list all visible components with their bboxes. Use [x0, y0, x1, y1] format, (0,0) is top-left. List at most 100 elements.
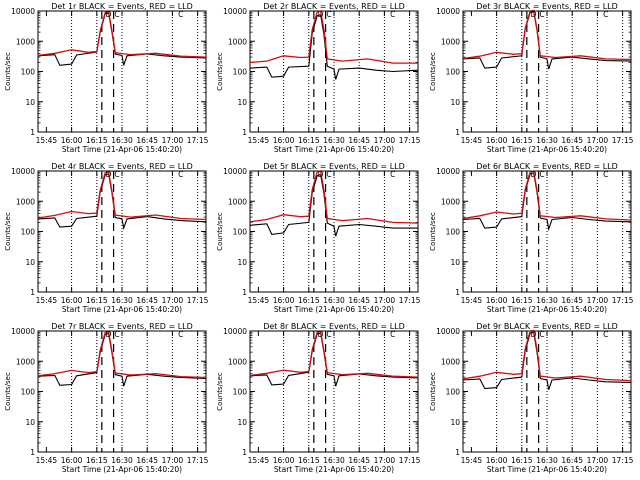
- top-marker-C: C: [390, 330, 395, 339]
- y-tick-label: 1: [242, 288, 247, 297]
- series-lld-line: [37, 10, 207, 58]
- y-tick-label: 1000: [441, 197, 460, 206]
- x-tick-label: 16:15: [511, 456, 533, 465]
- y-tick-label: 100: [21, 68, 36, 77]
- x-tick-label: 17:00: [374, 136, 396, 145]
- x-axis-label: Start Time (21-Apr-06 15:40:20): [487, 465, 607, 474]
- series-lld-line: [37, 171, 207, 221]
- x-tick-label: 16:45: [348, 296, 370, 305]
- x-tick-label: 17:00: [587, 136, 609, 145]
- panel-3: 1 10 100 1000 10000 15:45 16:00 16:15 16:30 16:45…: [429, 2, 634, 154]
- x-tick-label: 15:45: [248, 456, 270, 465]
- y-tick-label: 10000: [11, 7, 35, 16]
- top-marker-D: D: [106, 10, 112, 19]
- y-tick-label: 10000: [223, 327, 247, 336]
- y-tick-label: 100: [21, 388, 36, 397]
- y-tick-label: 10: [25, 418, 35, 427]
- x-tick-label: 16:30: [323, 136, 345, 145]
- top-marker-D: D: [531, 330, 537, 339]
- y-tick-label: 1: [455, 288, 460, 297]
- x-tick-label: 16:45: [348, 456, 370, 465]
- y-axis-label: Counts/sec: [4, 52, 12, 91]
- x-tick-label: 15:45: [248, 136, 270, 145]
- x-tick-label: 15:45: [36, 136, 58, 145]
- top-marker-D: D: [106, 170, 112, 179]
- x-tick-label: 17:00: [374, 456, 396, 465]
- x-axis-label: Start Time (21-Apr-06 15:40:20): [62, 465, 182, 474]
- top-marker-C: C: [178, 10, 183, 19]
- series-lld-line: [462, 170, 632, 221]
- x-tick-label: 15:45: [461, 296, 483, 305]
- x-tick-label: 16:00: [486, 456, 508, 465]
- y-tick-label: 10: [450, 258, 460, 267]
- x-tick-label: 15:45: [461, 136, 483, 145]
- top-marker-C: C: [114, 170, 119, 179]
- top-marker-C: C: [114, 330, 119, 339]
- x-tick-label: 16:45: [348, 136, 370, 145]
- y-tick-label: 1000: [228, 357, 247, 366]
- x-tick-label: 17:15: [187, 136, 209, 145]
- x-tick-label: 15:45: [36, 456, 58, 465]
- y-tick-label: 10000: [436, 327, 460, 336]
- x-axis-label: Start Time (21-Apr-06 15:40:20): [274, 305, 394, 314]
- top-marker-D: D: [531, 10, 537, 19]
- series-lld-line: [249, 330, 419, 378]
- x-tick-label: 17:15: [612, 136, 634, 145]
- y-axis-label: Counts/sec: [429, 212, 437, 251]
- top-marker-D: D: [318, 170, 324, 179]
- x-tick-label: 15:45: [461, 456, 483, 465]
- top-marker-C: C: [326, 330, 331, 339]
- top-marker-C: C: [539, 10, 544, 19]
- x-tick-label: 17:00: [587, 296, 609, 305]
- panel-5: 1 10 100 1000 10000 15:45 16:00 16:15 16:30 16:45…: [216, 162, 421, 314]
- x-tick-label: 17:00: [374, 296, 396, 305]
- x-tick-label: 16:45: [136, 296, 158, 305]
- series-lld-line: [37, 331, 207, 379]
- top-marker-D: D: [318, 10, 324, 19]
- panel-1: 1 10 100 1000 10000 15:45 16:00 16:15 16:30 16:45…: [4, 2, 209, 154]
- x-tick-label: 17:15: [187, 296, 209, 305]
- x-tick-label: 16:00: [61, 296, 83, 305]
- series-lld-line: [462, 9, 632, 61]
- y-tick-label: 1: [455, 448, 460, 457]
- x-tick-label: 16:30: [536, 456, 558, 465]
- top-marker-C: C: [114, 10, 119, 19]
- y-tick-label: 10000: [223, 167, 247, 176]
- x-tick-label: 17:15: [399, 456, 421, 465]
- x-tick-label: 16:30: [111, 136, 133, 145]
- x-tick-label: 15:45: [36, 296, 58, 305]
- y-tick-label: 100: [233, 388, 248, 397]
- top-marker-D: D: [318, 330, 324, 339]
- top-marker-C: C: [390, 170, 395, 179]
- y-tick-label: 1: [242, 128, 247, 137]
- x-tick-label: 16:15: [86, 296, 108, 305]
- x-tick-label: 17:00: [162, 296, 184, 305]
- y-tick-label: 10: [25, 98, 35, 107]
- x-axis-label: Start Time (21-Apr-06 15:40:20): [487, 305, 607, 314]
- x-tick-label: 16:00: [273, 136, 295, 145]
- top-marker-C: C: [178, 330, 183, 339]
- x-tick-label: 16:15: [298, 456, 320, 465]
- y-tick-label: 100: [233, 228, 248, 237]
- x-tick-label: 16:00: [273, 296, 295, 305]
- y-tick-label: 10: [237, 418, 247, 427]
- y-tick-label: 100: [446, 228, 461, 237]
- x-tick-label: 16:00: [486, 136, 508, 145]
- panel-title: Det 5r BLACK = Events, RED = LLD: [263, 162, 405, 171]
- panel-7: 1 10 100 1000 10000 15:45 16:00 16:15 16:30 16:45…: [4, 322, 209, 474]
- y-tick-label: 10000: [436, 7, 460, 16]
- panel-title: Det 1r BLACK = Events, RED = LLD: [51, 2, 193, 11]
- y-tick-label: 10: [450, 98, 460, 107]
- x-tick-label: 16:45: [136, 456, 158, 465]
- x-tick-label: 16:30: [536, 296, 558, 305]
- panel-title: Det 2r BLACK = Events, RED = LLD: [263, 2, 405, 11]
- x-tick-label: 16:00: [486, 296, 508, 305]
- panel-title: Det 8r BLACK = Events, RED = LLD: [263, 322, 405, 331]
- series-events-line: [37, 332, 207, 387]
- y-axis-label: Counts/sec: [216, 52, 224, 91]
- x-tick-label: 16:45: [561, 296, 583, 305]
- y-tick-label: 10000: [436, 167, 460, 176]
- top-marker-C: C: [603, 170, 608, 179]
- panel-9: 1 10 100 1000 10000 15:45 16:00 16:15 16:30 16:45…: [429, 322, 634, 474]
- x-tick-label: 16:15: [298, 136, 320, 145]
